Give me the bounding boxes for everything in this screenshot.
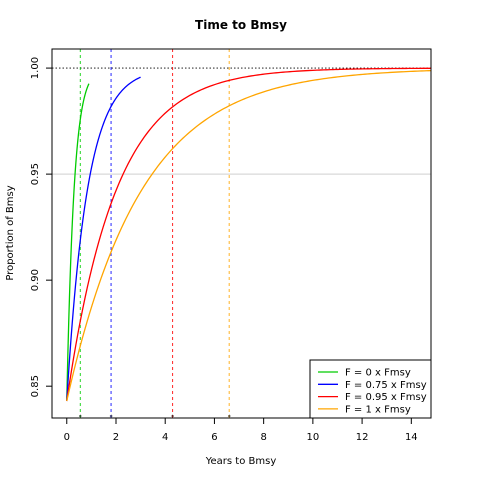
legend-label-1: F = 0.75 x Fmsy [345,380,427,391]
x-tick-label-5: 10 [307,432,320,443]
x-tick-label-6: 12 [356,432,369,443]
series-line-1 [66,76,141,402]
y-tick-label-1: 0.90 [30,269,41,291]
reference-lines [52,67,431,175]
x-tick-label-1: 2 [113,432,119,443]
x-tick-label-2: 4 [162,432,168,443]
axes: 0 2 4 6 8 10 12 14 0.85 0.90 0.95 1.00 [30,48,432,443]
time-marker-lines: **** [79,49,231,421]
y-tick-label-2: 0.95 [30,163,41,185]
x-axis-label: Years to Bmsy [205,456,277,467]
y-axis-label: Proportion of Bmsy [5,185,16,280]
legend-label-0: F = 0 x Fmsy [345,368,411,379]
legend-label-3: F = 1 x Fmsy [345,404,411,415]
series-line-3 [66,69,431,402]
series-lines [66,67,431,402]
x-tick-label-4: 8 [260,432,266,443]
series-line-2 [66,67,431,402]
chart-title: Time to Bmsy [195,18,287,32]
x-tick-label-0: 0 [64,432,70,443]
y-tick-label-0: 0.85 [30,375,41,397]
legend-label-2: F = 0.95 x Fmsy [345,392,427,403]
x-tick-label-7: 14 [405,432,418,443]
series-line-0 [66,83,90,402]
y-tick-label-3: 1.00 [30,57,41,79]
x-tick-label-3: 6 [211,432,217,443]
